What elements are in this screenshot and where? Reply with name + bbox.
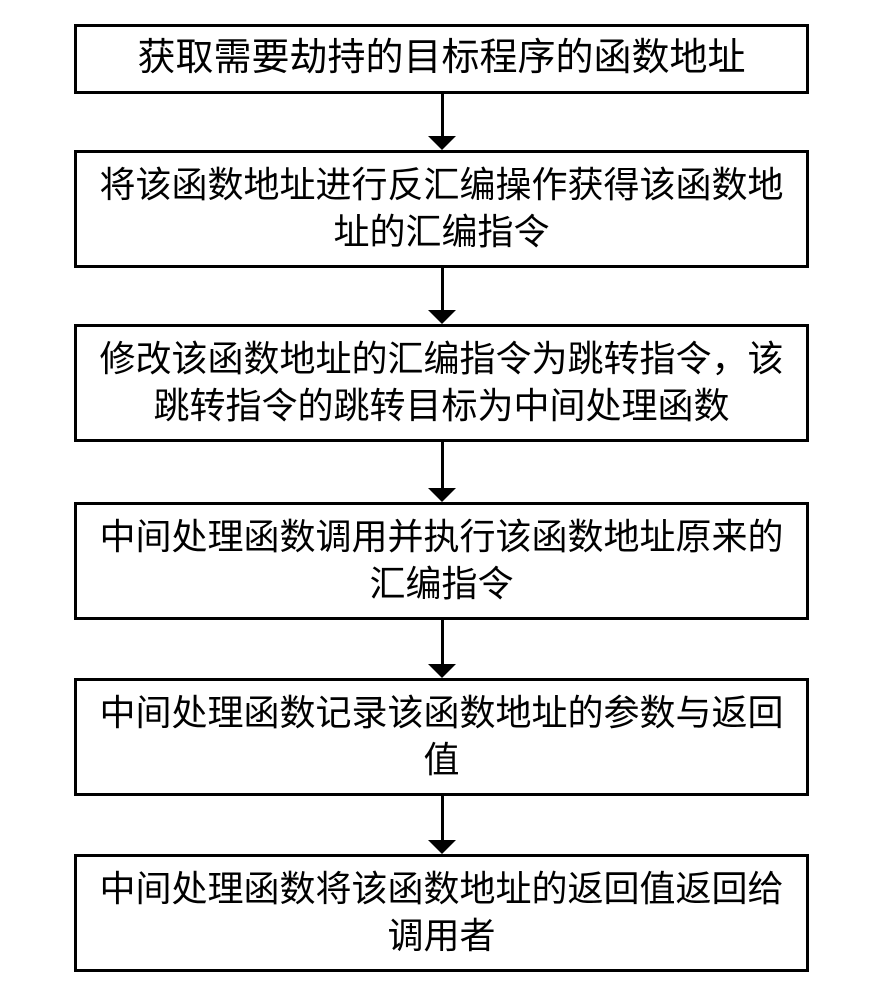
flowchart-edge-5	[441, 796, 444, 840]
flowchart-node-label: 中间处理函数调用并执行该函数地址原来的汇编指令	[87, 514, 796, 608]
flowchart-node-label: 将该函数地址进行反汇编操作获得该函数地址的汇编指令	[87, 162, 796, 256]
flowchart-node-label: 修改该函数地址的汇编指令为跳转指令，该跳转指令的跳转目标为中间处理函数	[87, 336, 796, 430]
flowchart-canvas: 获取需要劫持的目标程序的函数地址将该函数地址进行反汇编操作获得该函数地址的汇编指…	[0, 0, 884, 1000]
flowchart-node-3: 修改该函数地址的汇编指令为跳转指令，该跳转指令的跳转目标为中间处理函数	[74, 324, 809, 442]
flowchart-arrowhead-3	[428, 488, 456, 502]
flowchart-arrowhead-5	[428, 840, 456, 854]
flowchart-arrowhead-4	[428, 664, 456, 678]
flowchart-node-label: 获取需要劫持的目标程序的函数地址	[137, 34, 745, 83]
flowchart-node-6: 中间处理函数将该函数地址的返回值返回给调用者	[74, 854, 809, 972]
flowchart-edge-3	[441, 442, 444, 488]
flowchart-node-5: 中间处理函数记录该函数地址的参数与返回值	[74, 678, 809, 796]
flowchart-edge-2	[441, 268, 444, 310]
flowchart-edge-1	[441, 94, 444, 136]
flowchart-node-2: 将该函数地址进行反汇编操作获得该函数地址的汇编指令	[74, 150, 809, 268]
flowchart-arrowhead-1	[428, 136, 456, 150]
flowchart-edge-4	[441, 620, 444, 664]
flowchart-arrowhead-2	[428, 310, 456, 324]
flowchart-node-4: 中间处理函数调用并执行该函数地址原来的汇编指令	[74, 502, 809, 620]
flowchart-node-label: 中间处理函数记录该函数地址的参数与返回值	[87, 690, 796, 784]
flowchart-node-1: 获取需要劫持的目标程序的函数地址	[74, 24, 809, 94]
flowchart-node-label: 中间处理函数将该函数地址的返回值返回给调用者	[87, 866, 796, 960]
